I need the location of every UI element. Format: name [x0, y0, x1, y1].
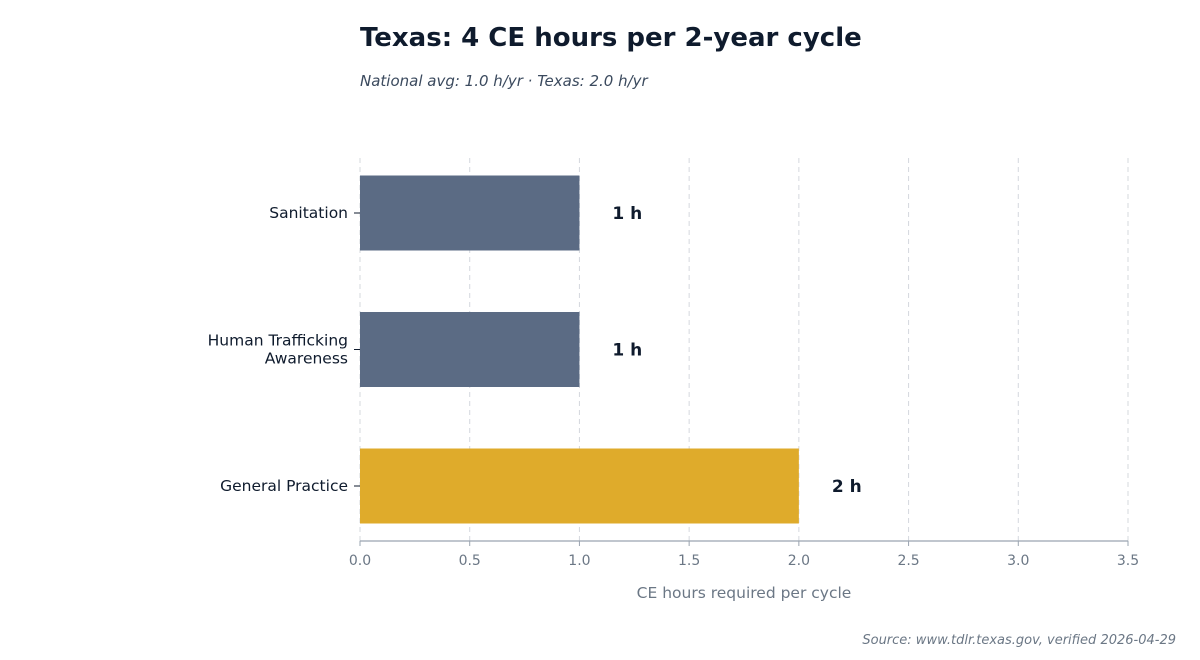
category-label: Awareness: [265, 350, 348, 368]
x-tick-label: 0.0: [349, 553, 371, 569]
bar: [360, 175, 580, 251]
x-tick-label: 3.0: [1007, 553, 1029, 569]
bar: [360, 448, 799, 524]
bar-value-label: 1 h: [612, 204, 642, 224]
bars: 1 h 1 h 2 h: [360, 175, 862, 524]
chart-subtitle: National avg: 1.0 h/yr · Texas: 2.0 h/yr: [360, 72, 649, 90]
x-tick-label: 1.5: [678, 553, 700, 569]
axes: 0.0 0.5 1.0 1.5 2.0 2.5 3.0 3.5 Sanitation Human …: [208, 204, 1139, 569]
x-tick-label: 0.5: [459, 553, 481, 569]
x-axis-label: CE hours required per cycle: [637, 584, 852, 602]
source-note: Source: www.tdlr.texas.gov, verified 202…: [862, 633, 1176, 648]
category-label: Sanitation: [269, 204, 348, 222]
bar: [360, 312, 580, 387]
category-label: Human Trafficking: [208, 332, 348, 350]
category-label: General Practice: [220, 477, 348, 495]
x-tick-label: 1.0: [568, 553, 590, 569]
x-tick-label: 3.5: [1117, 553, 1139, 569]
bar-value-label: 1 h: [612, 341, 642, 361]
x-tick-label: 2.5: [897, 553, 919, 569]
x-tick-label: 2.0: [788, 553, 810, 569]
bar-value-label: 2 h: [832, 477, 862, 497]
chart-title: Texas: 4 CE hours per 2-year cycle: [360, 23, 862, 53]
